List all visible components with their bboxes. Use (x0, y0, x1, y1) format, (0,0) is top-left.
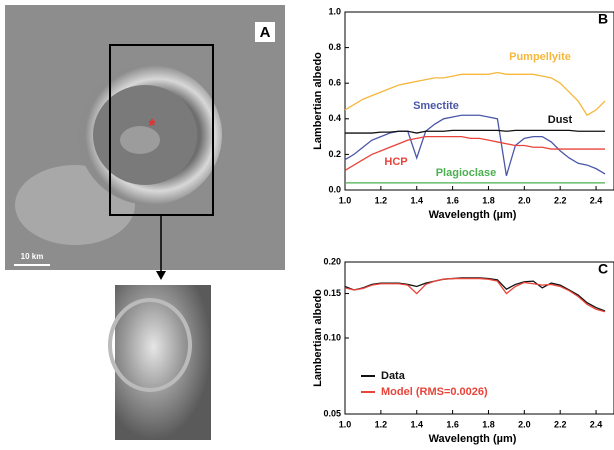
y-tick-label: 0.6 (328, 78, 341, 88)
x-tick-label: 1.4 (410, 195, 423, 205)
x-tick-label: 1.8 (482, 195, 495, 205)
x-tick-label: 1.8 (482, 419, 495, 429)
series-label: Smectite (413, 100, 459, 112)
series-label: Plagioclase (436, 167, 497, 179)
y-tick-label: 0.0 (328, 184, 341, 194)
x-tick-label: 1.4 (410, 419, 423, 429)
panel-label: B (598, 11, 608, 27)
series-label: Pumpellyite (509, 51, 571, 63)
x-tick-label: 2.2 (554, 195, 567, 205)
legend-label: Data (381, 370, 406, 382)
x-tick-label: 1.0 (339, 195, 352, 205)
series-label: HCP (384, 156, 407, 168)
y-axis-label: Lambertian albedo (312, 289, 324, 387)
scale-bar-label: 10 km (21, 252, 44, 261)
x-tick-label: 2.4 (590, 419, 603, 429)
panel-label: C (598, 261, 608, 277)
x-tick-label: 2.2 (554, 419, 567, 429)
svg-text:*: * (148, 116, 155, 136)
x-tick-label: 2.0 (518, 195, 531, 205)
y-tick-label: 0.05 (323, 408, 341, 418)
plot-frame (344, 11, 614, 191)
series-line (345, 129, 606, 134)
series-line (344, 277, 606, 312)
x-axis-label: Wavelength (µm) (429, 433, 517, 445)
series-line (344, 71, 606, 117)
y-tick-label: 0.8 (328, 42, 341, 52)
y-axis-label: Lambertian albedo (312, 52, 324, 150)
series-line (344, 114, 606, 176)
x-axis-label: Wavelength (µm) (429, 209, 517, 221)
legend-label: Model (RMS=0.0026) (381, 386, 488, 398)
x-tick-label: 1.2 (375, 419, 388, 429)
series-line (344, 277, 606, 313)
panel-label: A (260, 24, 271, 41)
series-label: Dust (548, 114, 573, 126)
y-tick-label: 1.0 (328, 6, 341, 16)
y-tick-label: 0.15 (323, 288, 341, 298)
y-tick-label: 0.20 (323, 256, 341, 266)
x-tick-label: 1.2 (375, 195, 388, 205)
x-tick-label: 2.0 (518, 419, 531, 429)
y-tick-label: 0.10 (323, 332, 341, 342)
x-tick-label: 1.6 (446, 195, 459, 205)
image-panel-a: * A 10 km (5, 5, 285, 440)
x-tick-label: 2.4 (590, 195, 603, 205)
x-tick-label: 1.0 (339, 419, 352, 429)
x-tick-label: 1.6 (446, 419, 459, 429)
series-line (344, 135, 606, 171)
y-tick-label: 0.2 (328, 149, 341, 159)
y-tick-label: 0.4 (328, 113, 341, 123)
